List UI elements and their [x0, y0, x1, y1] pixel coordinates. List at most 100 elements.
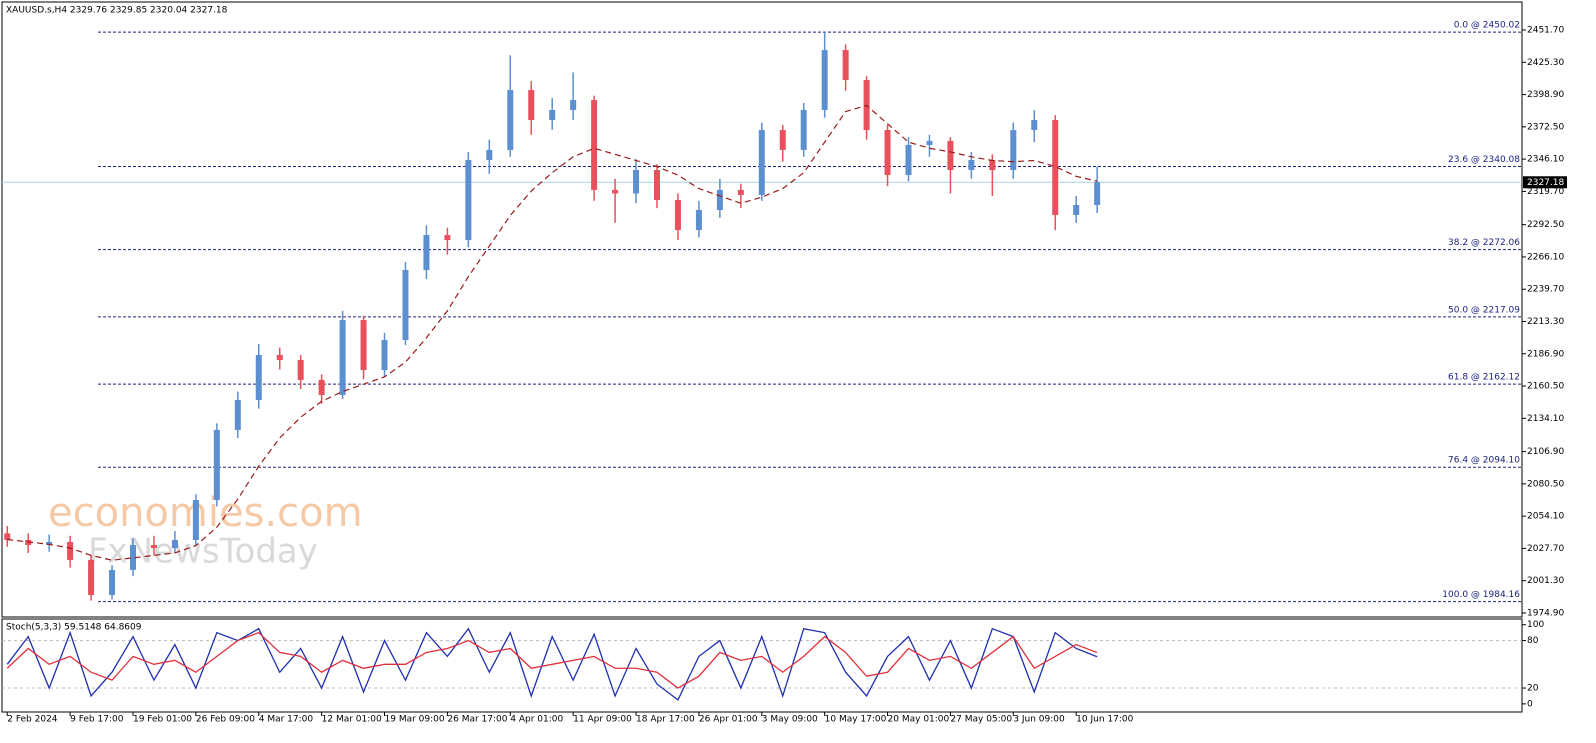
fib-label: 0.0 @ 2450.02: [1454, 21, 1520, 31]
x-tick-label: 11 Apr 09:00: [573, 715, 632, 725]
candle-body: [821, 50, 828, 110]
x-tick-label: 20 May 01:00: [888, 715, 950, 725]
x-tick-label: 9 Feb 17:00: [70, 715, 124, 725]
candle-body: [1094, 182, 1101, 205]
candle-body: [255, 354, 262, 400]
candle-body: [67, 541, 74, 560]
candle-body: [716, 189, 723, 210]
current-price-label: 2327.18: [1527, 178, 1564, 188]
candle-body: [758, 130, 765, 195]
fib-label: 76.4 @ 2094.10: [1448, 456, 1520, 466]
candle-body: [234, 399, 241, 430]
candle-body: [213, 429, 220, 500]
moving-average: [7, 104, 1098, 561]
y-tick-label: 2319.70: [1527, 187, 1564, 197]
candle-body: [360, 320, 367, 371]
fib-label: 61.8 @ 2162.12: [1448, 373, 1520, 383]
candle-body: [339, 320, 346, 395]
y-tick-label: 2054.10: [1527, 512, 1564, 522]
candle-body: [926, 140, 933, 145]
candle-body: [129, 544, 136, 570]
y-tick-label: 2239.70: [1527, 285, 1564, 295]
x-tick-label: 26 Apr 01:00: [699, 715, 758, 725]
candle-body: [423, 235, 430, 271]
x-tick-label: 10 Jun 17:00: [1076, 715, 1133, 725]
candle-body: [737, 189, 744, 195]
candle-body: [779, 130, 786, 150]
candle-body: [800, 109, 807, 150]
y-tick-label: 2027.70: [1527, 544, 1564, 554]
x-tick-label: 4 Mar 17:00: [259, 715, 314, 725]
candle-body: [947, 140, 954, 171]
x-tick-label: 12 Mar 01:00: [322, 715, 382, 725]
x-tick-label: 2 Feb 2024: [7, 715, 58, 725]
candle-body: [150, 544, 157, 549]
candle-body: [88, 559, 95, 595]
y-tick-label: 1974.90: [1527, 608, 1564, 618]
x-tick-label: 18 Apr 17:00: [636, 715, 695, 725]
y-tick-label: 2451.70: [1527, 26, 1564, 36]
y-tick-label: 20: [1527, 684, 1539, 694]
candle-body: [192, 499, 199, 540]
indicator-title: Stoch(5,3,3) 59.5148 64.8609: [6, 623, 142, 633]
main-panel: [1, 1, 1523, 618]
watermark-text: FxNewsToday: [88, 532, 318, 572]
candle-body: [465, 159, 472, 241]
fib-label: 100.0 @ 1984.16: [1442, 590, 1520, 600]
y-tick-label: 2398.90: [1527, 90, 1564, 100]
candle-body: [402, 270, 409, 340]
candle-body: [842, 50, 849, 81]
candle-body: [381, 339, 388, 371]
candle-body: [444, 235, 451, 241]
x-tick-label: 19 Mar 09:00: [385, 715, 445, 725]
y-tick-label: 100: [1527, 620, 1544, 630]
stoch-line: [6, 627, 1098, 701]
candle-body: [297, 360, 304, 380]
chart-title: XAUUSD.s,H4 2329.76 2329.85 2320.04 2327…: [6, 6, 228, 16]
y-tick-label: 2160.50: [1527, 382, 1564, 392]
candle-body: [276, 354, 283, 361]
x-tick-label: 26 Mar 17:00: [447, 715, 507, 725]
candle-body: [1073, 204, 1080, 215]
y-tick-label: 2186.90: [1527, 349, 1564, 359]
candle-body: [633, 170, 640, 194]
candle-body: [1010, 130, 1017, 171]
candle-body: [612, 189, 619, 194]
x-tick-label: 10 May 17:00: [825, 715, 887, 725]
candle-body: [884, 130, 891, 176]
candle-body: [549, 109, 556, 121]
y-tick-label: 0: [1527, 699, 1533, 709]
y-tick-label: 2292.50: [1527, 220, 1564, 230]
y-tick-label: 80: [1527, 636, 1539, 646]
fib-label: 50.0 @ 2217.09: [1448, 305, 1520, 315]
stoch-line: [6, 631, 1098, 689]
candle-body: [989, 159, 996, 171]
candle-body: [46, 541, 53, 545]
candle-body: [109, 569, 116, 595]
y-tick-label: 2346.10: [1527, 155, 1564, 165]
candle-body: [570, 100, 577, 110]
candle-body: [507, 90, 514, 150]
y-tick-label: 2213.30: [1527, 317, 1564, 327]
y-tick-label: 2080.50: [1527, 479, 1564, 489]
y-tick-label: 2134.10: [1527, 414, 1564, 424]
candle-body: [653, 170, 660, 200]
candle-body: [591, 100, 598, 190]
current-price-box: [1523, 176, 1567, 189]
y-tick-label: 2372.50: [1527, 122, 1564, 132]
x-tick-label: 4 Apr 01:00: [510, 715, 563, 725]
y-tick-label: 2425.30: [1527, 58, 1564, 68]
candle-body: [528, 90, 535, 121]
candle-body: [695, 209, 702, 231]
x-tick-label: 3 May 09:00: [762, 715, 818, 725]
y-tick-label: 2266.10: [1527, 252, 1564, 262]
candle-body: [968, 159, 975, 171]
candle-body: [905, 144, 912, 176]
fib-label: 38.2 @ 2272.06: [1448, 238, 1520, 248]
watermark-text: economies.com: [48, 490, 363, 536]
candle-body: [1031, 120, 1038, 131]
candle-body: [4, 533, 11, 540]
fib-label: 23.6 @ 2340.08: [1448, 155, 1520, 165]
